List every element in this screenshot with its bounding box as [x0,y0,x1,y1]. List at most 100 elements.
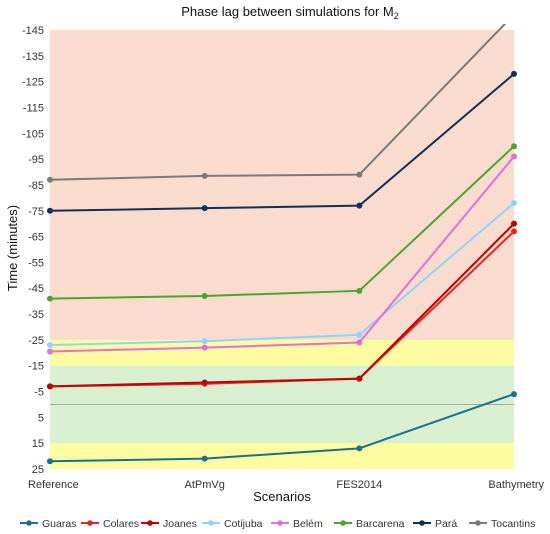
data-point-guaras [201,455,208,462]
y-tick-label: -65 [28,232,44,244]
series-line-guaras [49,393,515,463]
y-axis-title: Time (minutes) [5,205,20,291]
legend-item-tocantins: Tocantins [469,518,535,530]
x-tick-label: Bathymetry [488,479,544,491]
legend-item-joanes: Joanes [141,518,197,530]
data-point-belem [356,339,363,346]
legend-item-para: Pará [413,518,457,530]
data-point-belem [47,348,53,355]
data-point-barcarena [201,292,208,299]
y-tick-label: -35 [28,309,44,321]
x-axis-ticks: Reference AtPmVg FES2014 Bathymetry [28,479,544,491]
data-point-tocantins [511,12,517,18]
legend-label: Cotijuba [224,518,263,530]
legend-swatch-marker [147,520,153,526]
data-point-joanes [201,379,208,386]
legend-swatch-marker [340,520,346,526]
data-point-guaras [511,391,517,398]
series-line-para [49,73,515,212]
data-point-barcarena [356,287,363,294]
series-guaras [47,391,517,465]
data-point-joanes [511,220,517,227]
legend-item-belem: Belém [271,518,323,530]
legend-label: Belém [293,518,323,530]
background-band-1 [50,30,514,340]
data-point-belem [201,344,208,351]
legend-swatch-marker [475,520,481,526]
legend-item-guaras: Guaras [20,518,76,530]
data-point-joanes [47,383,53,390]
data-point-cotijuba [47,342,53,349]
legend-label: Pará [435,518,457,530]
legend-label: Tocantins [491,518,535,530]
y-tick-label: 15 [32,438,44,450]
y-tick-label: -145 [22,25,44,37]
legend-swatch-marker [277,520,283,526]
data-point-guaras [356,445,363,452]
series-line-belem [49,155,515,353]
data-point-cotijuba [356,331,363,338]
legend-swatch-marker [419,520,425,526]
y-tick-label: -5 [34,387,44,399]
series-belem [47,153,517,355]
legend-swatch-marker [26,520,32,526]
data-point-para [356,202,363,209]
y-tick-label: -45 [28,283,44,295]
x-tick-label: FES2014 [336,479,382,491]
chart-title: Phase lag between simulations for M2 [181,4,398,21]
y-tick-label: -75 [28,206,44,218]
series-barcarena [47,143,517,302]
legend-item-barcarena: Barcarena [334,518,405,530]
series-para [47,70,517,214]
y-tick-label: -25 [28,335,44,347]
data-point-para [201,205,208,212]
data-point-colares [511,228,517,235]
series-lines [47,12,517,465]
y-tick-label: -85 [28,180,44,192]
background-bands [50,30,514,469]
legend: Guaras Colares Joanes Cotijuba Belém Barcaren… [20,518,535,530]
series-tocantins [47,12,517,183]
data-point-tocantins [356,171,363,178]
data-point-cotijuba [201,338,208,345]
series-line-cotijuba [49,202,515,347]
y-tick-label: -135 [22,51,44,63]
y-axis-ticks: -145-135-125-115-105-95-85-75-65-55-45-3… [22,25,44,476]
data-point-para [47,207,53,214]
y-tick-label: -115 [23,102,44,114]
y-tick-label: -55 [28,257,44,269]
y-tick-label: -95 [28,154,44,166]
legend-label: Joanes [163,518,197,530]
legend-item-colares: Colares [81,518,139,530]
x-axis-title: Scenarios [253,489,311,504]
y-tick-label: -105 [22,128,44,140]
legend-swatch-marker [87,520,93,526]
data-point-joanes [356,375,363,382]
data-point-belem [511,153,517,160]
series-line-barcarena [49,145,515,300]
legend-item-cotijuba: Cotijuba [202,518,263,530]
legend-label: Barcarena [356,518,405,530]
y-tick-label: -15 [28,361,44,373]
background-band-4 [50,443,514,469]
legend-label: Colares [103,518,139,530]
series-joanes [47,220,517,390]
data-point-tocantins [201,172,208,179]
y-tick-label: 25 [32,464,44,476]
data-point-guaras [47,458,53,465]
data-point-para [511,70,517,77]
data-point-barcarena [511,143,517,150]
series-line-joanes [49,222,515,388]
legend-swatch-marker [208,520,214,526]
x-tick-label: Reference [28,479,79,491]
y-tick-label: -125 [22,77,44,89]
y-tick-label: 5 [38,412,44,424]
x-tick-label: AtPmVg [184,479,224,491]
data-point-cotijuba [511,200,517,207]
series-cotijuba [47,200,517,349]
legend-label: Guaras [42,518,76,530]
data-point-barcarena [47,295,53,302]
data-point-tocantins [47,176,53,183]
